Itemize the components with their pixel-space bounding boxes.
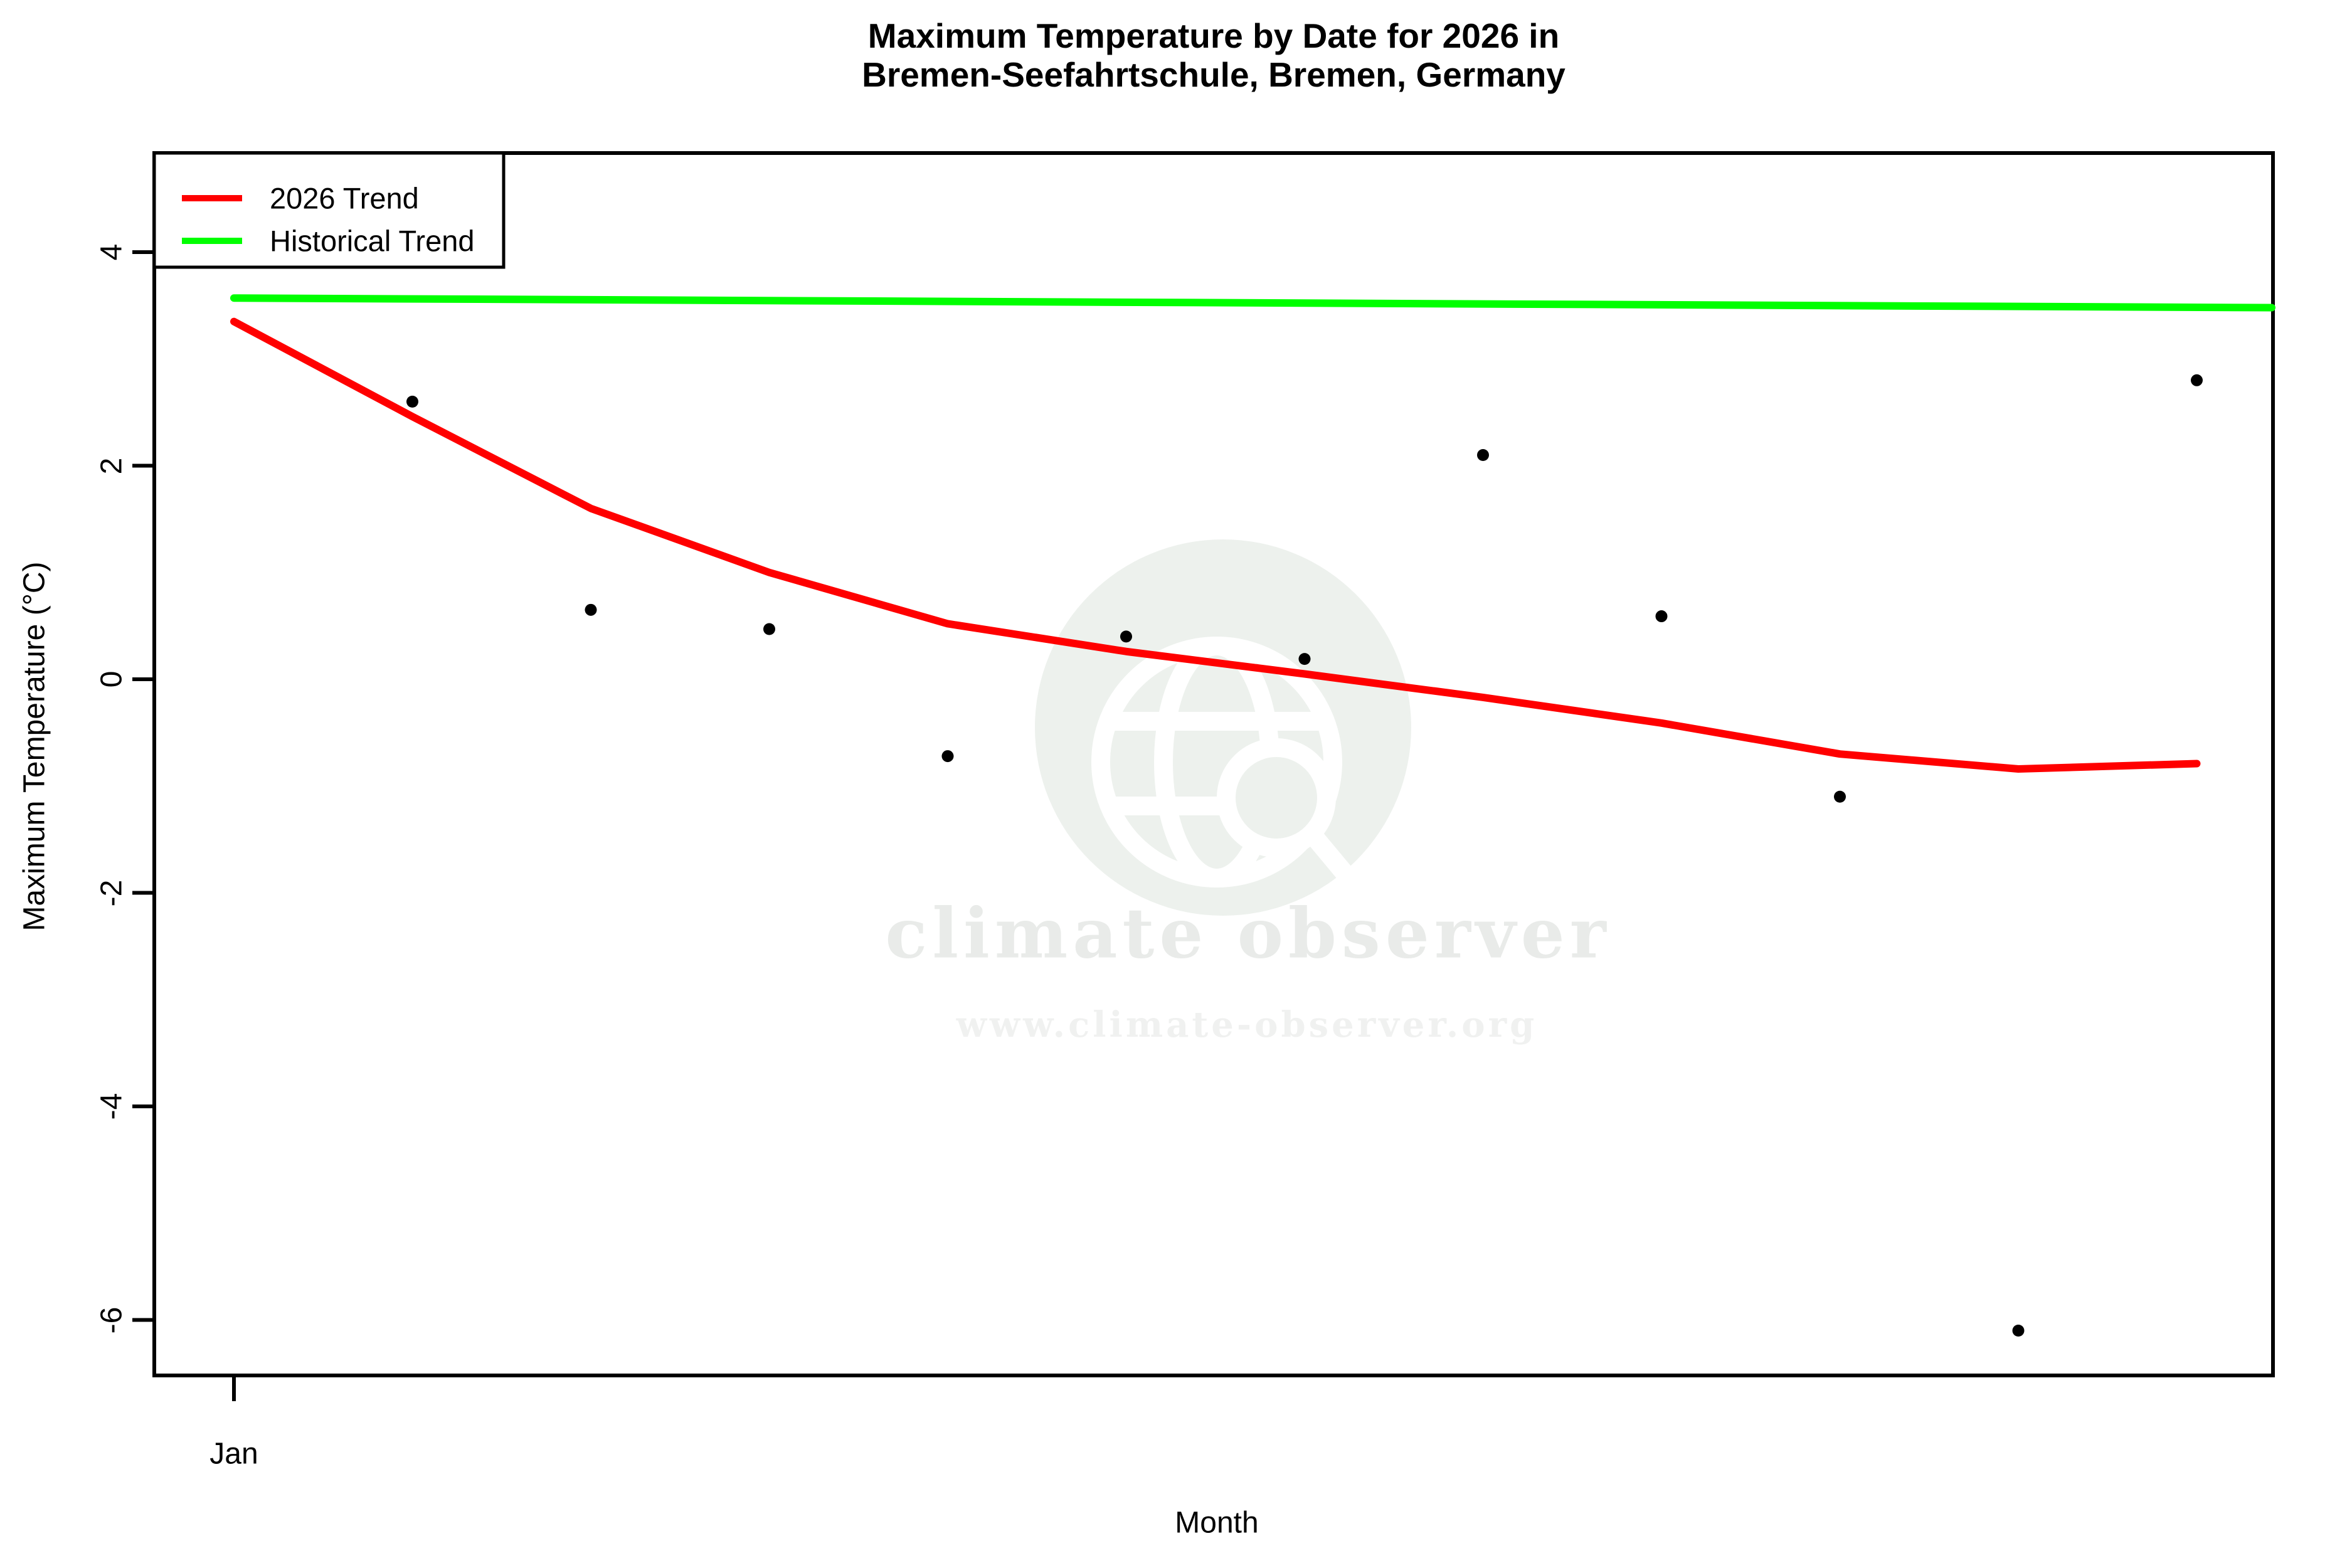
chart-title: Maximum Temperature by Date for 2026 in … bbox=[154, 16, 2273, 94]
data-point bbox=[585, 603, 597, 616]
data-point bbox=[1298, 653, 1311, 665]
legend-label-2026-trend: 2026 Trend bbox=[270, 181, 419, 215]
y-tick-label: -6 bbox=[95, 1306, 129, 1333]
data-point bbox=[406, 395, 418, 408]
watermark-url-text: www.climate-observer.org bbox=[956, 1004, 1538, 1046]
data-point bbox=[2012, 1325, 2025, 1337]
y-tick-label: -2 bbox=[95, 879, 129, 906]
data-point bbox=[1120, 630, 1132, 643]
watermark-brand-text: climate observer bbox=[885, 893, 1611, 974]
legend-box bbox=[152, 151, 506, 269]
y-tick-label: 0 bbox=[95, 670, 129, 688]
y-axis-label: Maximum Temperature (°C) bbox=[18, 561, 51, 931]
chart-title-line1: Maximum Temperature by Date for 2026 in bbox=[867, 16, 1560, 55]
year-2026-trend-line bbox=[230, 317, 2201, 773]
data-point bbox=[2191, 374, 2203, 386]
x-tick-label-jan: Jan bbox=[209, 1437, 258, 1471]
plot-box bbox=[152, 151, 2275, 1377]
data-point bbox=[1834, 790, 1846, 803]
magnifier-handle-icon bbox=[1303, 825, 1359, 889]
data-point bbox=[763, 623, 775, 635]
data-point bbox=[941, 750, 954, 763]
chart-title-line2: Bremen-Seefahrtschule, Bremen, Germany bbox=[862, 55, 1565, 94]
legend-label-historical-trend: Historical Trend bbox=[270, 224, 475, 258]
data-point bbox=[1477, 448, 1489, 461]
data-point bbox=[1655, 610, 1668, 623]
x-axis-label: Month bbox=[1175, 1506, 1259, 1540]
y-tick-label: -4 bbox=[95, 1093, 129, 1120]
historical-trend-line bbox=[230, 294, 2275, 312]
y-tick-label: 4 bbox=[95, 243, 129, 261]
magnifier-lens-icon bbox=[1217, 738, 1336, 857]
y-tick-label: 2 bbox=[95, 457, 129, 474]
